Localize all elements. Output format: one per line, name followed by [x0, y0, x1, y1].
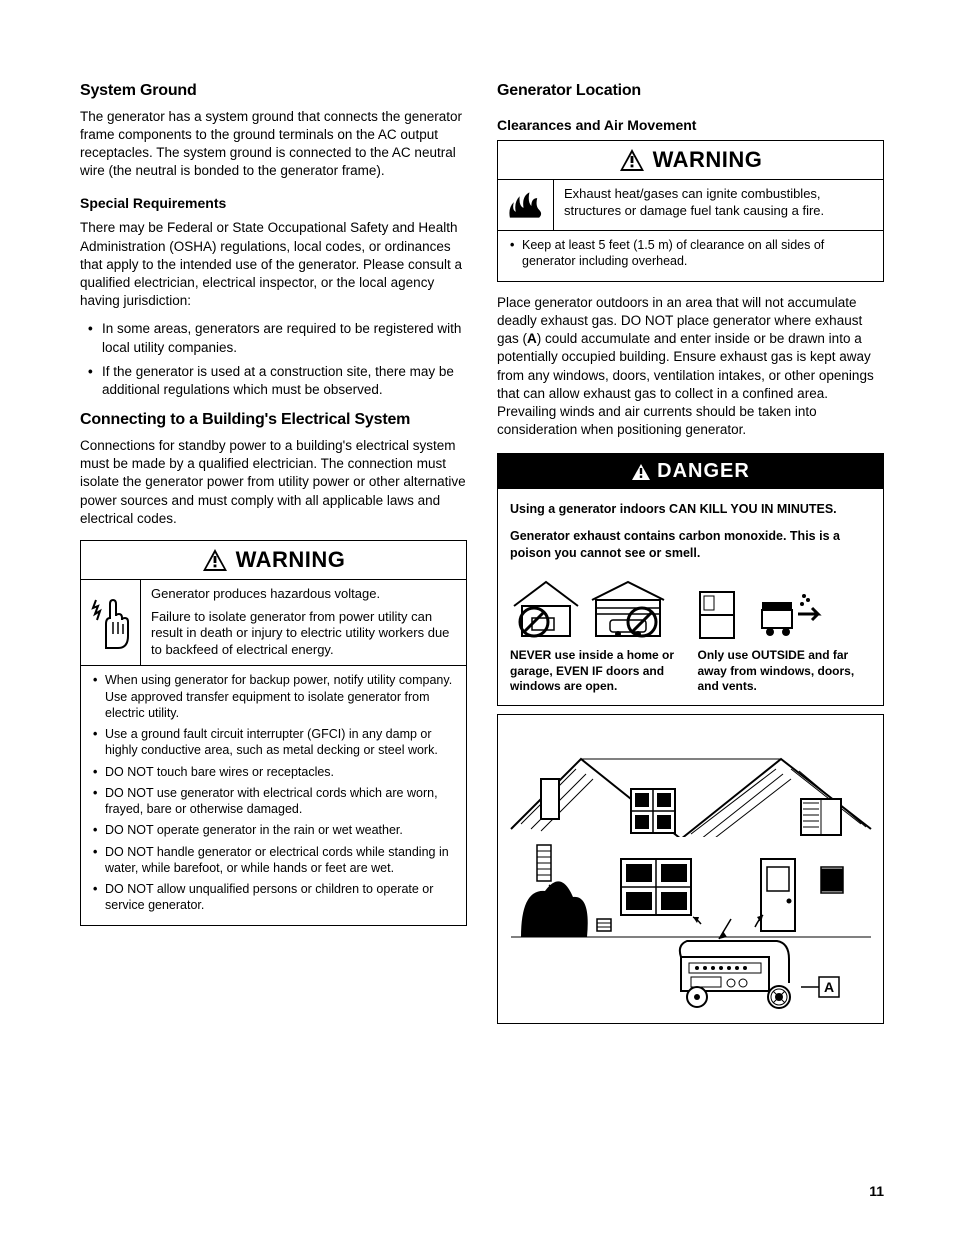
danger-caption-outside: Only use OUTSIDE and far away from windo… [698, 648, 872, 695]
warning-box-fire: WARNING Exhaust heat/gases can ignite co… [497, 140, 884, 281]
para-connecting: Connections for standby power to a build… [80, 437, 467, 528]
fire-icon [498, 180, 554, 230]
warning-text-cell: Exhaust heat/gases can ignite combustibl… [554, 180, 883, 230]
danger-col-right: Only use OUTSIDE and far away from windo… [698, 572, 872, 695]
danger-text-1: Using a generator indoors CAN KILL YOU I… [510, 501, 871, 518]
warning-bullets: When using generator for backup power, n… [81, 666, 466, 924]
list-item: If the generator is used at a constructi… [102, 363, 467, 399]
heading-system-ground: System Ground [80, 80, 467, 102]
warning-triangle-icon [619, 148, 645, 172]
para-system-ground: The generator has a system ground that c… [80, 108, 467, 181]
page-number: 11 [869, 1182, 884, 1201]
no-house-icon [510, 576, 582, 640]
danger-pictograms-ok [698, 572, 872, 640]
list-item: DO NOT use generator with electrical cor… [105, 785, 456, 818]
warning-row: Generator produces hazardous voltage. Fa… [81, 580, 466, 667]
para-special-req: There may be Federal or State Occupation… [80, 219, 467, 310]
heading-generator-location: Generator Location [497, 80, 884, 102]
list-item: In some areas, generators are required t… [102, 320, 467, 356]
no-garage-icon [588, 576, 668, 640]
danger-triangle-icon [631, 463, 651, 481]
list-item: DO NOT operate generator in the rain or … [105, 822, 456, 838]
danger-pictograms-no [510, 572, 684, 640]
list-item: DO NOT allow unqualified persons or chil… [105, 881, 456, 914]
danger-label: DANGER [657, 458, 750, 485]
para-location: Place generator outdoors in an area that… [497, 294, 884, 440]
warning-text-cell: Generator produces hazardous voltage. Fa… [141, 580, 466, 666]
warning-row: Exhaust heat/gases can ignite combustibl… [498, 180, 883, 231]
subhead-clearances: Clearances and Air Movement [497, 116, 884, 135]
danger-header: DANGER [498, 454, 883, 489]
warning-label: WARNING [653, 145, 763, 175]
danger-body: Using a generator indoors CAN KILL YOU I… [498, 489, 883, 704]
left-column: System Ground The generator has a system… [80, 80, 467, 1024]
list-item: Keep at least 5 feet (1.5 m) of clearanc… [522, 237, 873, 270]
warning-header: WARNING [81, 541, 466, 580]
danger-caption-never: NEVER use inside a home or garage, EVEN … [510, 648, 684, 695]
warning-triangle-icon [202, 548, 228, 572]
svg-text:A: A [823, 979, 833, 995]
warning-bullets: Keep at least 5 feet (1.5 m) of clearanc… [498, 231, 883, 281]
danger-text-2: Generator exhaust contains carbon monoxi… [510, 528, 871, 562]
right-column: Generator Location Clearances and Air Mo… [497, 80, 884, 1024]
shock-hand-icon [81, 580, 141, 666]
danger-images-row: NEVER use inside a home or garage, EVEN … [510, 572, 871, 695]
list-item: DO NOT touch bare wires or receptacles. [105, 764, 456, 780]
warning-box-voltage: WARNING Generator produces hazardous vol… [80, 540, 467, 926]
warning-text-1: Exhaust heat/gases can ignite combustibl… [564, 186, 873, 220]
danger-box: DANGER Using a generator indoors CAN KIL… [497, 453, 884, 705]
warning-header: WARNING [498, 141, 883, 180]
warning-text-1: Generator produces hazardous voltage. [151, 586, 456, 603]
house-illustration: A [497, 714, 884, 1024]
subhead-special-req: Special Requirements [80, 194, 467, 213]
page-columns: System Ground The generator has a system… [80, 80, 884, 1024]
warning-label: WARNING [236, 545, 346, 575]
danger-col-left: NEVER use inside a home or garage, EVEN … [510, 572, 684, 695]
list-item: DO NOT handle generator or electrical co… [105, 844, 456, 877]
warning-text-2: Failure to isolate generator from power … [151, 609, 456, 660]
generator-outside-icon [760, 590, 830, 640]
list-item: When using generator for backup power, n… [105, 672, 456, 721]
list-special-req: In some areas, generators are required t… [80, 320, 467, 399]
list-item: Use a ground fault circuit interrupter (… [105, 726, 456, 759]
window-icon [698, 590, 736, 640]
heading-connecting: Connecting to a Building's Electrical Sy… [80, 409, 467, 431]
